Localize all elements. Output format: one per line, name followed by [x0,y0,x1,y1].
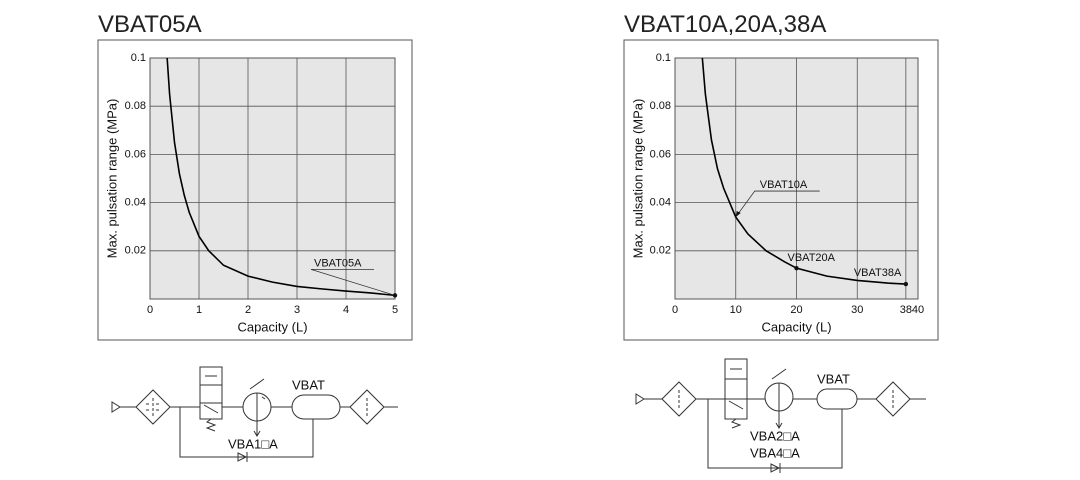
x-tick-label: 0 [672,304,678,316]
source-symbol [635,393,645,405]
y-tick-label: 0.08 [125,100,146,112]
annotation-point [903,281,909,287]
y-tick-label: 0.1 [131,52,146,64]
valve-detail [725,368,747,429]
x-tick-label: 30 [851,304,863,316]
circuit-diagram: VBAT VBA2□A VBA4□A [635,358,926,473]
x-axis-label: Capacity (L) [237,319,307,334]
chart-title: VBAT05A [98,11,202,38]
filter-symbol [135,389,171,425]
filter-symbol [875,381,911,417]
x-tick-label: 20 [790,304,802,316]
x-tick-label: 4 [343,304,349,316]
filter-detail [146,398,160,416]
annotation: VBAT20A [788,252,836,264]
filter-symbol [661,381,697,417]
x-tick-label: 38 [900,304,912,316]
model-label: VBA2□A [750,428,800,443]
y-axis-label: Max. pulsation range (MPa) [630,99,645,259]
x-tick-label: 40 [912,304,924,316]
y-tick-label: 0.04 [125,197,146,209]
annotation-point [794,265,799,271]
check-valve [770,463,781,473]
x-tick-label: 2 [245,304,251,316]
x-tick-label: 5 [392,304,398,316]
y-tick-label: 0.04 [650,197,671,209]
line-series [701,57,906,285]
x-axis-label: Capacity (L) [761,319,831,334]
tank-label: VBAT [817,371,850,386]
annotation-arrow [735,211,741,218]
bypass-pipe [707,399,843,469]
y-axis-label: Max. pulsation range (MPa) [104,99,119,259]
annotation: VBAT10A [760,179,808,191]
leader-line [310,268,396,296]
y-tick-label: 0.08 [650,100,671,112]
annotation: VBAT05A [314,257,362,269]
filter-symbol [349,389,385,425]
check-valve [237,452,248,462]
valve-detail [200,375,222,432]
x-tick-label: 0 [147,304,153,316]
circuit-diagram: VBAT VBA1□A [111,366,398,462]
leader-line [735,190,820,218]
x-tick-label: 10 [730,304,742,316]
annotation: VBAT38A [854,267,902,279]
line-series [166,57,396,297]
x-tick-label: 3 [294,304,300,316]
annotation-point [392,293,398,298]
y-tick-label: 0.02 [650,245,671,257]
model-label: VBA1□A [228,436,278,451]
valve-symbol [724,358,748,420]
source-symbol [111,401,121,413]
y-tick-label: 0.06 [125,148,146,160]
x-tick-label: 1 [196,304,202,316]
regulator-detail [771,368,787,429]
valve-symbol [199,366,223,420]
y-tick-label: 0.1 [656,52,671,64]
model-label: VBA4□A [750,445,800,460]
tank-symbol [816,388,858,410]
tank-label: VBAT [292,377,325,392]
y-tick-label: 0.06 [650,148,671,160]
tank-symbol [291,394,341,420]
chart-title: VBAT10A,20A,38A [624,11,826,38]
y-tick-label: 0.02 [125,245,146,257]
regulator-detail [249,378,266,437]
